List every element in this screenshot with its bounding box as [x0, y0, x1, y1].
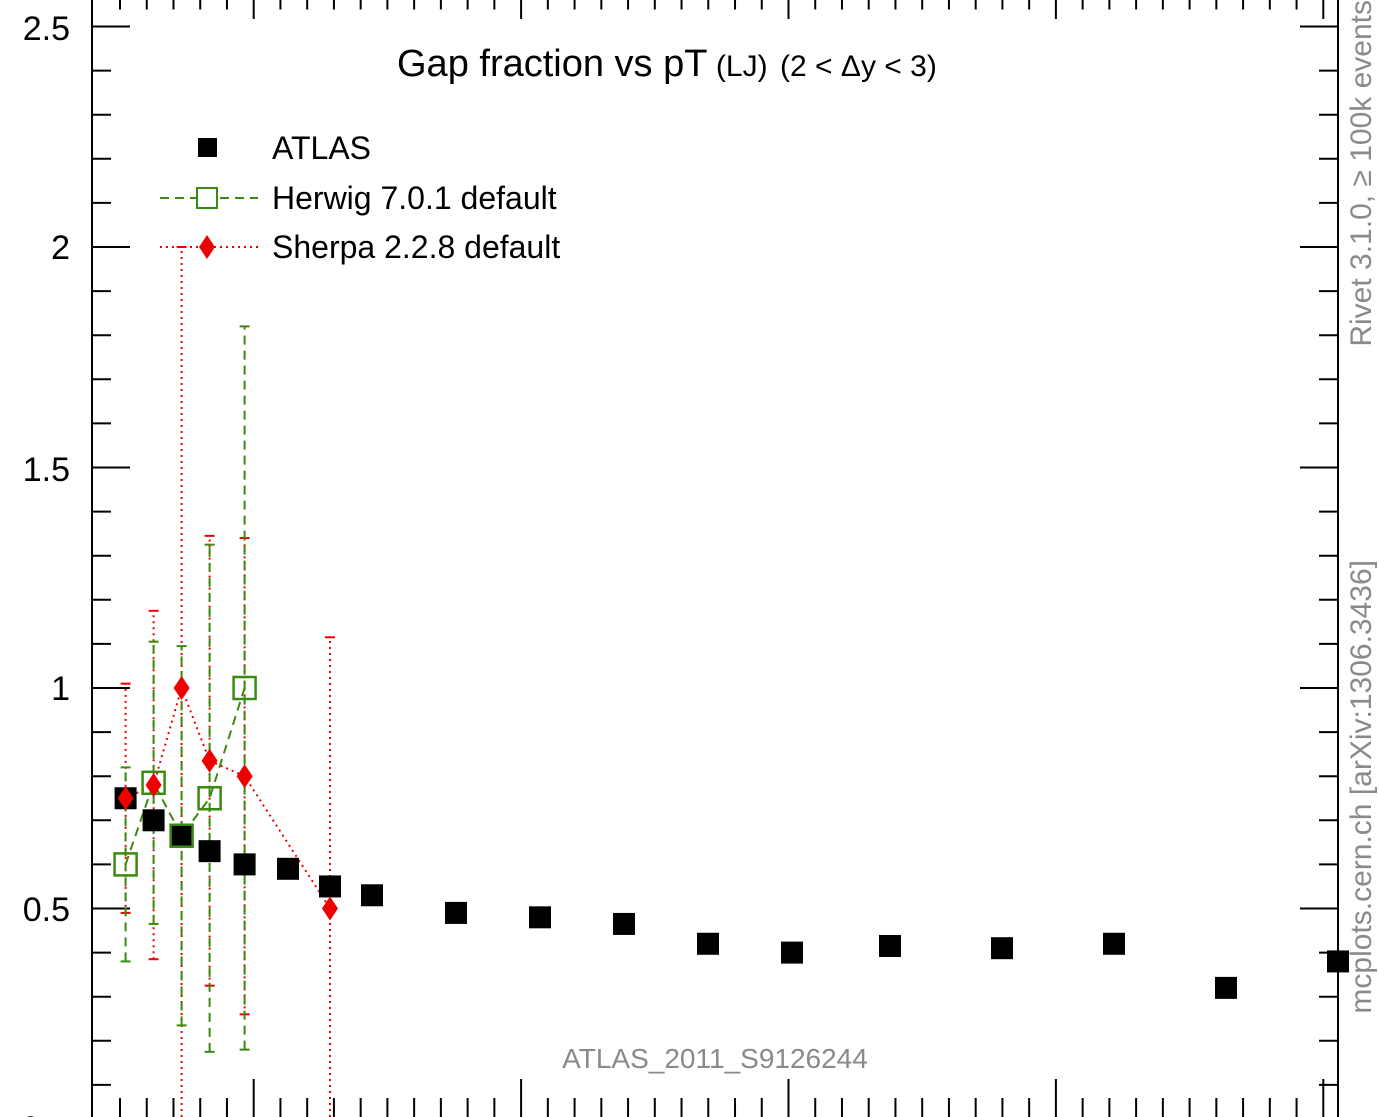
- sherpa-data-point: [173, 676, 190, 700]
- rivet-version-label: Rivet 3.1.0, ≥ 100k events: [1345, 0, 1378, 347]
- atlas-data-point: [142, 809, 165, 832]
- legend-marker-atlas: [198, 138, 217, 157]
- atlas-data-point: [781, 941, 803, 964]
- y-tick-labels: 2.5 2 1.5 1 0.5 0: [21, 10, 70, 1117]
- atlas-data-point: [1215, 976, 1237, 999]
- chart-title-sub: (LJ): [716, 50, 768, 83]
- legend-entry-atlas: ATLAS: [198, 130, 371, 166]
- atlas-data-point: [613, 912, 635, 935]
- chart-title-main: Gap fraction vs pT: [397, 43, 707, 85]
- atlas-data-point: [445, 901, 467, 924]
- atlas-data-point: [277, 857, 299, 880]
- sherpa-data-point: [145, 773, 162, 798]
- atlas-data-point: [1103, 932, 1125, 955]
- legend-entry-herwig: Herwig 7.0.1 default: [160, 180, 557, 216]
- herwig-data-point: [232, 675, 257, 701]
- atlas-data-point: [879, 934, 901, 957]
- y-axis-ticks: [92, 25, 1338, 1086]
- herwig-data-point: [169, 823, 194, 848]
- legend-label-atlas: ATLAS: [272, 130, 371, 166]
- legend-marker-herwig: [196, 187, 218, 209]
- series-line: [124, 687, 246, 865]
- herwig-data-point: [197, 786, 222, 811]
- y-tick-label: 2.5: [23, 10, 70, 48]
- series-atlas: [114, 787, 1349, 999]
- sherpa-data-point: [322, 896, 338, 921]
- atlas-data-point: [1327, 950, 1349, 973]
- atlas-data-point: [361, 884, 383, 907]
- x-axis-ticks: [119, 0, 1325, 1117]
- legend-marker-sherpa: [199, 235, 215, 259]
- atlas-data-point: [991, 937, 1013, 960]
- atlas-data-point: [198, 840, 221, 863]
- chart-title: Gap fraction vs pT (LJ) (2 < Δy < 3): [397, 43, 937, 85]
- series-line: [125, 684, 331, 910]
- y-tick-label: 0: [21, 1110, 40, 1117]
- analysis-watermark: ATLAS_2011_S9126244: [562, 1043, 868, 1074]
- herwig-data-point: [113, 852, 138, 877]
- sherpa-data-point: [201, 748, 218, 773]
- series-layer: [113, 246, 1349, 1117]
- sherpa-markers: [117, 676, 338, 921]
- y-tick-label: 1: [51, 670, 70, 708]
- mcplots-source-label: mcplots.cern.ch [arXiv:1306.3436]: [1345, 560, 1378, 1014]
- legend-entry-sherpa: Sherpa 2.2.8 default: [160, 229, 560, 265]
- y-tick-label: 0.5: [23, 891, 70, 929]
- sherpa-data-point: [117, 786, 134, 811]
- plot-frame: [91, 0, 1339, 1117]
- y-tick-label: 1.5: [23, 451, 70, 489]
- legend-label-sherpa: Sherpa 2.2.8 default: [272, 229, 560, 265]
- atlas-data-point: [697, 932, 719, 955]
- legend: ATLAS Herwig 7.0.1 default Sherpa 2.2.8 …: [160, 130, 560, 265]
- y-tick-label: 2: [51, 229, 70, 267]
- atlas-data-point: [529, 906, 551, 929]
- atlas-data-point: [170, 824, 193, 847]
- herwig-markers: [113, 675, 257, 877]
- atlas-data-point: [233, 853, 256, 876]
- chart-title-range: (2 < Δy < 3): [780, 50, 937, 83]
- sherpa-data-point: [236, 764, 253, 789]
- legend-label-herwig: Herwig 7.0.1 default: [272, 180, 557, 216]
- atlas-data-point: [319, 875, 341, 898]
